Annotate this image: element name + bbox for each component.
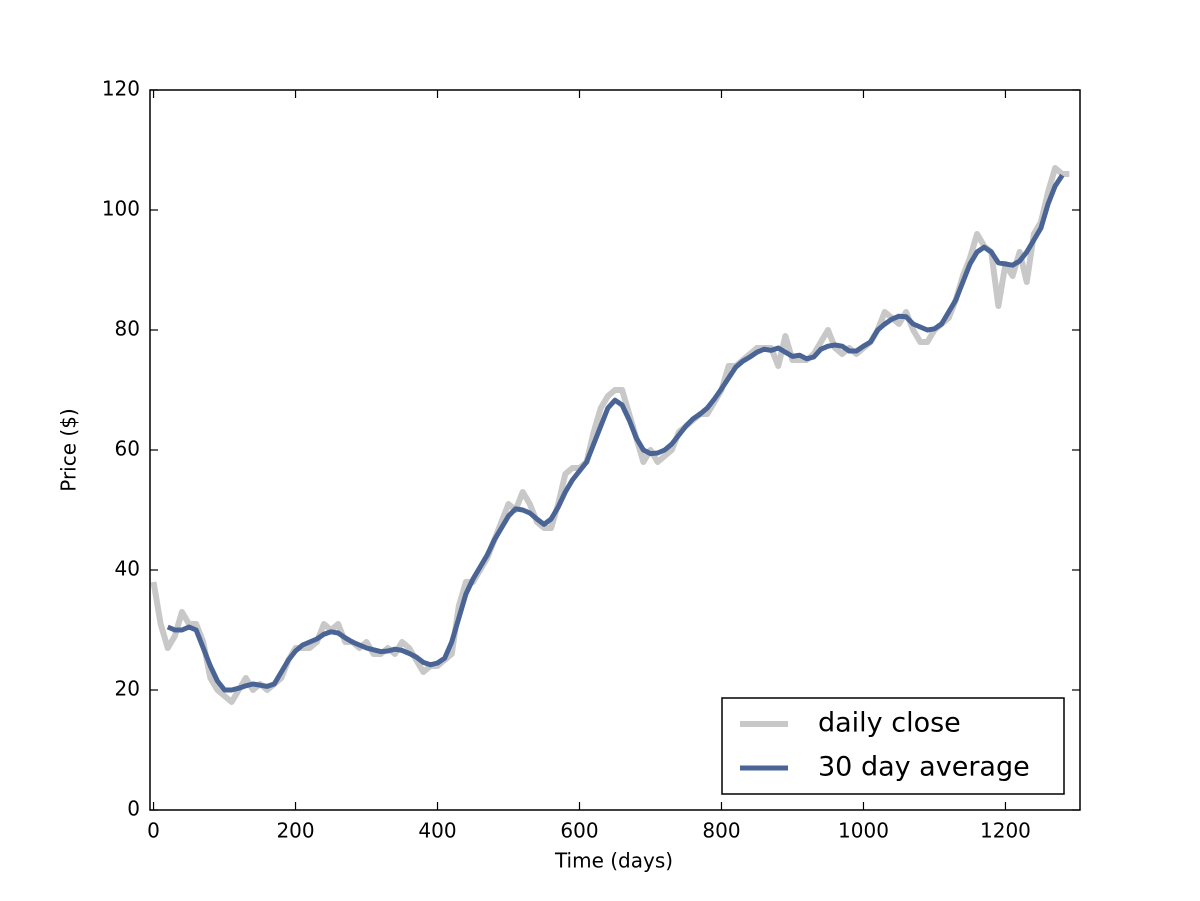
y-tick-label: 80 [115,317,140,341]
y-tick-label: 40 [115,557,140,581]
y-tick-label: 100 [102,197,140,221]
x-tick-label: 400 [418,819,456,843]
legend-label: daily close [818,708,961,739]
series-line [166,173,1065,693]
x-tick-label: 1000 [838,819,889,843]
x-axis-label: Time (days) [554,849,673,873]
y-tick-label: 120 [102,77,140,101]
x-tick-label: 800 [702,819,740,843]
y-tick-label: 0 [127,797,140,821]
x-tick-label: 0 [147,819,160,843]
y-tick-label: 60 [115,437,140,461]
y-tick-label: 20 [115,677,140,701]
x-tick-label: 600 [560,819,598,843]
x-tick-label: 1200 [980,819,1031,843]
legend-label: 30 day average [818,752,1030,783]
y-axis-label: Price ($) [57,408,81,491]
series-line [150,165,1070,705]
x-tick-label: 200 [276,819,314,843]
legend-box [721,697,1065,795]
